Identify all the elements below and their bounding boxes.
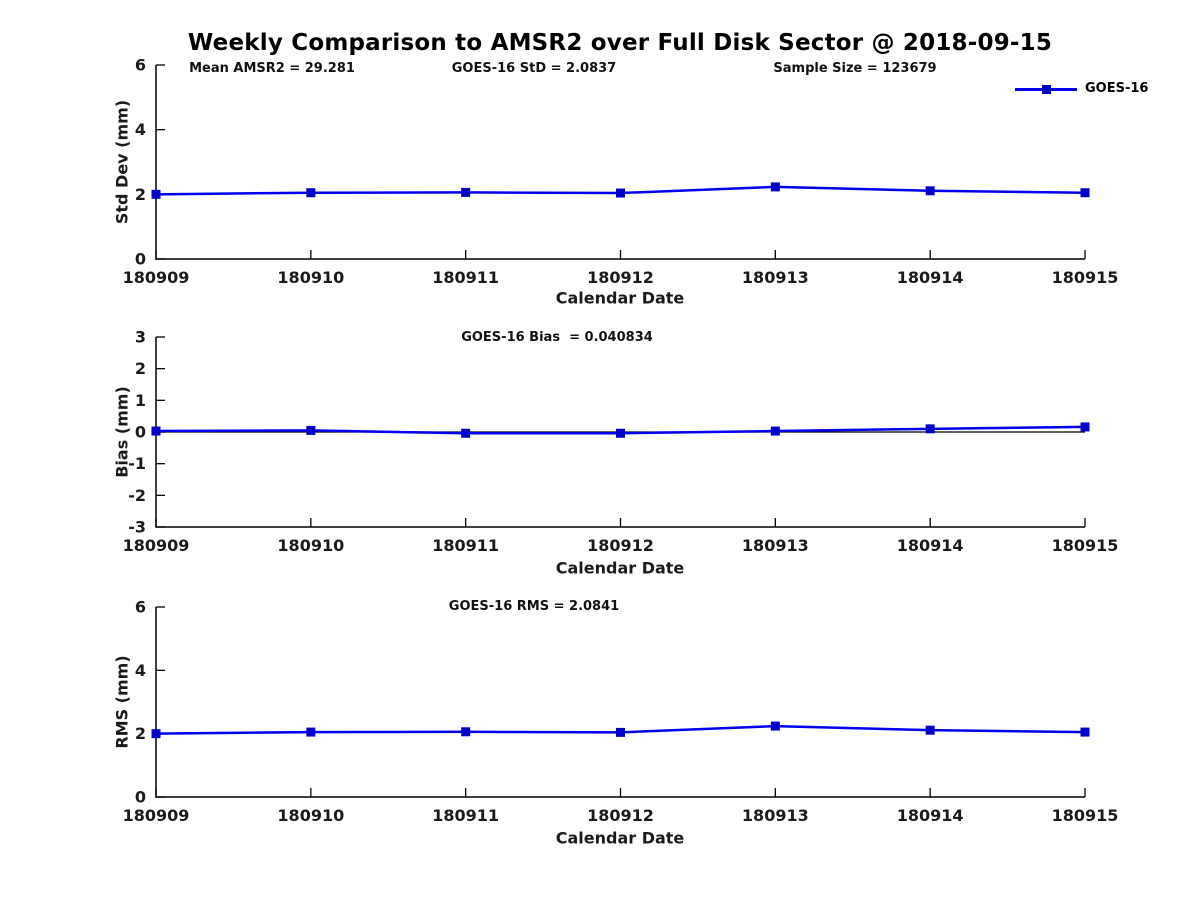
- data-point-marker: [306, 425, 316, 435]
- y-tick-label: 6: [135, 56, 146, 75]
- rms-chart: 0 2 4 6 180909 180910 180911 180912 180913 180914…: [123, 598, 1119, 826]
- x-tick-label: 180915: [1052, 806, 1119, 825]
- annotation-goes16-rms: GOES-16 RMS = 2.0841: [448, 599, 620, 614]
- x-tick-label: 180912: [587, 268, 654, 287]
- legend-label: GOES-16: [1085, 81, 1149, 96]
- data-point-marker: [925, 186, 935, 196]
- data-point-marker: [925, 725, 935, 735]
- data-point-marker: [151, 426, 161, 436]
- data-point-marker: [461, 428, 471, 438]
- x-tick-label: 180913: [742, 268, 809, 287]
- annotation-goes16-bias: GOES-16 Bias = 0.040834: [461, 330, 653, 345]
- y-tick-label: -3: [128, 518, 146, 537]
- y-tick-label: -1: [128, 454, 146, 473]
- x-tick-label: 180909: [123, 268, 190, 287]
- data-point-marker: [151, 729, 161, 739]
- x-tick-label: 180909: [123, 806, 190, 825]
- data-point-marker: [616, 428, 625, 438]
- data-point-marker: [616, 727, 625, 737]
- annotation-mean-amsr2: Mean AMSR2 = 29.281: [189, 61, 355, 76]
- y-tick-label: 4: [135, 120, 146, 139]
- data-point-marker: [1080, 727, 1090, 737]
- data-point-marker: [461, 187, 471, 197]
- data-point-marker: [770, 721, 780, 731]
- y-tick-label: 2: [135, 185, 146, 204]
- bias-chart: -3 -2 -1 0 1 2 3 180909 180910 180911 180912 180913…: [123, 328, 1119, 556]
- y-tick-label: 0: [135, 788, 146, 807]
- x-tick-label: 180910: [277, 536, 344, 555]
- x-tick-label: 180911: [432, 536, 499, 555]
- x-tick-label: 180912: [587, 536, 654, 555]
- data-point-marker: [770, 182, 780, 192]
- y-tick-label: 6: [135, 598, 146, 617]
- y-tick-label: 3: [135, 328, 146, 347]
- y-tick-label: 4: [135, 661, 146, 680]
- x-tick-label: 180914: [897, 806, 964, 825]
- x-tick-label: 180915: [1052, 536, 1119, 555]
- stddev-x-axis-label: Calendar Date: [555, 288, 685, 308]
- x-tick-label: 180911: [432, 806, 499, 825]
- annotation-sample-size: Sample Size = 123679: [773, 61, 937, 76]
- data-point-marker: [1080, 422, 1090, 432]
- x-tick-label: 180911: [432, 268, 499, 287]
- figure-title: Weekly Comparison to AMSR2 over Full Dis…: [187, 30, 1053, 56]
- data-point-marker: [616, 188, 625, 198]
- y-tick-label: 0: [135, 423, 146, 442]
- y-tick-label: 0: [135, 250, 146, 269]
- data-point-marker: [770, 426, 780, 436]
- x-tick-label: 180910: [277, 806, 344, 825]
- x-tick-label: 180909: [123, 536, 190, 555]
- data-point-marker: [306, 188, 316, 198]
- y-tick-label: 2: [135, 359, 146, 378]
- data-point-marker: [1080, 188, 1090, 198]
- x-tick-label: 180913: [742, 536, 809, 555]
- annotation-goes16-std: GOES-16 StD = 2.0837: [451, 61, 617, 76]
- data-point-marker: [306, 727, 316, 737]
- y-tick-label: 1: [135, 391, 146, 410]
- stddev-chart: 0 2 4 6 180909 180910 180911 180912 180913 180914…: [123, 56, 1119, 288]
- x-tick-label: 180914: [897, 268, 964, 287]
- rms-x-axis-label: Calendar Date: [555, 828, 685, 848]
- x-tick-label: 180910: [277, 268, 344, 287]
- y-tick-label: -2: [128, 486, 146, 505]
- data-point-marker: [151, 189, 161, 199]
- bias-x-axis-label: Calendar Date: [555, 558, 685, 578]
- data-point-marker: [925, 424, 935, 434]
- legend-marker-icon: [1042, 85, 1051, 94]
- x-tick-label: 180912: [587, 806, 654, 825]
- x-tick-label: 180915: [1052, 268, 1119, 287]
- y-tick-label: 2: [135, 724, 146, 743]
- x-tick-label: 180913: [742, 806, 809, 825]
- x-tick-label: 180914: [897, 536, 964, 555]
- data-point-marker: [461, 727, 471, 737]
- legend: GOES-16: [1015, 80, 1185, 98]
